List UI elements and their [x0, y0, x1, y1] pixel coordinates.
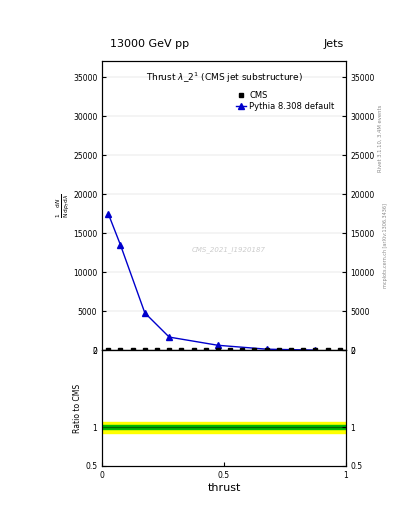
CMS — [118, 347, 123, 353]
Pythia 8.308 default — [264, 346, 269, 352]
Pythia 8.308 default — [106, 210, 111, 217]
CMS — [191, 347, 196, 353]
Pythia 8.308 default — [313, 347, 318, 353]
CMS — [106, 347, 111, 353]
X-axis label: thrust: thrust — [208, 482, 241, 493]
Line: CMS: CMS — [107, 349, 342, 352]
Y-axis label: $\frac{1}{\mathrm{N}} \frac{\mathrm{d}N}{\mathrm{d} p_T \mathrm{d}\lambda}$: $\frac{1}{\mathrm{N}} \frac{\mathrm{d}N}… — [55, 194, 72, 218]
Pythia 8.308 default — [142, 310, 147, 316]
Y-axis label: Ratio to CMS: Ratio to CMS — [73, 383, 83, 433]
Pythia 8.308 default — [167, 334, 172, 340]
CMS — [130, 347, 135, 353]
Line: Pythia 8.308 default: Pythia 8.308 default — [105, 211, 318, 353]
CMS — [167, 347, 172, 353]
Text: mcplots.cern.ch [arXiv:1306.3436]: mcplots.cern.ch [arXiv:1306.3436] — [384, 203, 388, 288]
CMS — [142, 347, 147, 353]
Text: 13000 GeV pp: 13000 GeV pp — [110, 38, 189, 49]
CMS — [288, 347, 293, 353]
CMS — [313, 347, 318, 353]
CMS — [301, 347, 306, 353]
Pythia 8.308 default — [215, 342, 220, 348]
Text: Jets: Jets — [323, 38, 344, 49]
CMS — [337, 347, 342, 353]
CMS — [276, 347, 281, 353]
Text: Rivet 3.1.10, 3.4M events: Rivet 3.1.10, 3.4M events — [378, 104, 383, 172]
CMS — [215, 347, 220, 353]
CMS — [179, 347, 184, 353]
Text: CMS_2021_I1920187: CMS_2021_I1920187 — [192, 246, 266, 252]
Legend: CMS, Pythia 8.308 default: CMS, Pythia 8.308 default — [233, 89, 337, 113]
CMS — [240, 347, 244, 353]
Pythia 8.308 default — [118, 242, 123, 248]
CMS — [204, 347, 208, 353]
CMS — [228, 347, 233, 353]
CMS — [252, 347, 257, 353]
CMS — [325, 347, 330, 353]
CMS — [264, 347, 269, 353]
CMS — [155, 347, 160, 353]
Text: Thrust $\lambda\_2^1$ (CMS jet substructure): Thrust $\lambda\_2^1$ (CMS jet substruct… — [145, 70, 303, 84]
